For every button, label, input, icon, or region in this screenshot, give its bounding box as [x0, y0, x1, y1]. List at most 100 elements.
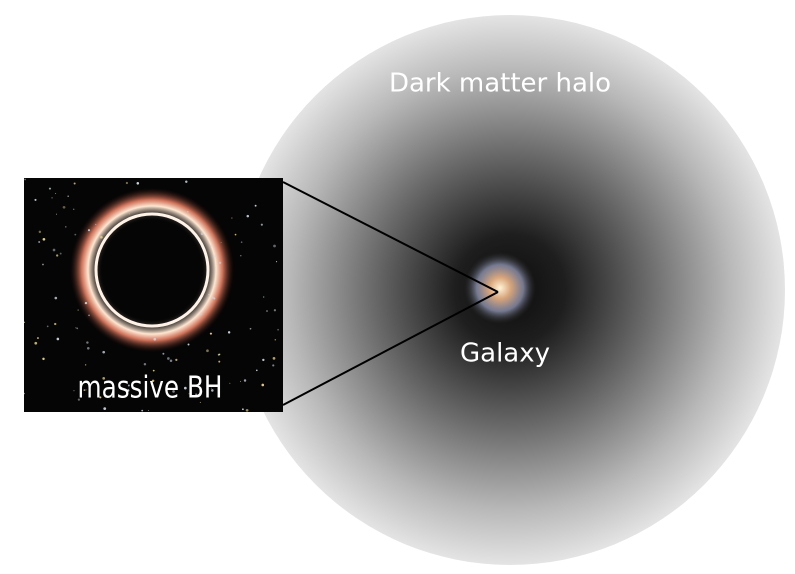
- star: [34, 198, 37, 201]
- star: [62, 205, 66, 209]
- star: [65, 226, 67, 228]
- star: [211, 389, 214, 392]
- star: [128, 213, 130, 215]
- star: [262, 358, 265, 362]
- star: [227, 331, 231, 334]
- star: [54, 296, 58, 300]
- star: [272, 356, 276, 360]
- star: [86, 346, 90, 350]
- star: [34, 341, 38, 345]
- star: [209, 332, 213, 335]
- star: [255, 369, 258, 372]
- galaxy-label: Galaxy: [460, 339, 550, 369]
- star: [151, 379, 155, 383]
- star: [213, 255, 216, 258]
- star: [24, 392, 25, 395]
- star: [169, 381, 171, 384]
- black-hole-image: [24, 178, 283, 412]
- star: [240, 241, 243, 243]
- star: [42, 357, 45, 361]
- star: [51, 197, 53, 199]
- star: [208, 294, 210, 296]
- photon-ring: [94, 212, 210, 328]
- star: [55, 192, 57, 195]
- star: [183, 386, 187, 390]
- star: [38, 230, 42, 234]
- star: [231, 217, 233, 219]
- star: [59, 252, 62, 255]
- star: [213, 297, 216, 300]
- star: [86, 341, 89, 344]
- star: [77, 398, 81, 401]
- star: [243, 379, 247, 382]
- star: [200, 232, 204, 235]
- star: [38, 240, 41, 244]
- star: [169, 359, 173, 362]
- star: [188, 393, 190, 395]
- star: [210, 245, 212, 247]
- star: [199, 312, 203, 316]
- star: [273, 244, 276, 248]
- star: [87, 229, 91, 232]
- star: [67, 195, 69, 198]
- star: [76, 327, 79, 330]
- star: [274, 339, 277, 341]
- star: [74, 233, 77, 236]
- star: [141, 409, 144, 412]
- star: [175, 358, 178, 362]
- star: [195, 393, 198, 396]
- star: [100, 235, 103, 239]
- star: [95, 223, 97, 225]
- star: [242, 408, 244, 411]
- star: [206, 349, 209, 353]
- star: [147, 409, 150, 412]
- star: [56, 337, 60, 341]
- star: [103, 407, 107, 410]
- star: [125, 181, 129, 185]
- star: [234, 233, 237, 236]
- galaxy-image: [464, 252, 536, 324]
- star: [88, 314, 90, 317]
- star: [185, 180, 188, 183]
- star: [24, 178, 26, 181]
- star: [42, 237, 46, 241]
- star: [199, 401, 201, 403]
- star: [218, 261, 222, 264]
- star: [240, 255, 242, 257]
- star: [229, 382, 231, 384]
- star: [102, 377, 106, 380]
- star: [152, 369, 155, 372]
- star: [211, 296, 214, 299]
- star: [46, 325, 49, 328]
- star: [249, 327, 252, 330]
- star: [153, 337, 157, 341]
- star: [273, 309, 277, 312]
- star: [187, 343, 190, 346]
- star: [277, 328, 279, 331]
- star: [85, 389, 87, 391]
- star: [162, 352, 165, 355]
- star: [186, 210, 189, 213]
- star: [210, 387, 213, 389]
- star: [167, 357, 170, 360]
- star: [48, 187, 52, 190]
- zoom-line: [282, 291, 499, 406]
- star: [83, 389, 86, 392]
- star: [24, 321, 26, 324]
- star: [218, 353, 221, 356]
- star: [126, 389, 130, 392]
- star: [54, 322, 57, 326]
- star: [275, 261, 278, 263]
- star: [220, 241, 222, 243]
- halo-label: Dark matter halo: [389, 69, 611, 99]
- zoom-line: [282, 181, 499, 293]
- star: [261, 383, 265, 387]
- star: [254, 204, 257, 207]
- star: [37, 337, 39, 339]
- star: [52, 248, 56, 252]
- star: [245, 408, 249, 412]
- star: [218, 360, 221, 363]
- star: [56, 254, 59, 257]
- star: [263, 296, 265, 298]
